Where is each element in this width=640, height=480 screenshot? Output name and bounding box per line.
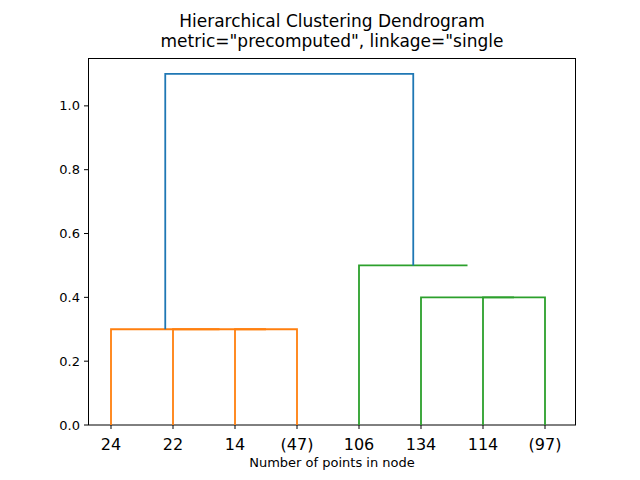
y-tick-label: 1.0 [59, 98, 80, 113]
x-axis-label: Number of points in node [88, 455, 576, 470]
dendrogram-link [173, 329, 266, 425]
y-tick-label: 0.2 [59, 354, 80, 369]
matplotlib-figure: Hierarchical Clustering Dendrogram metri… [0, 0, 640, 480]
leaf-labels: 24 22 14 (47) 106 134 114 (97) [101, 435, 562, 454]
leaf-label: 22 [163, 435, 183, 454]
leaf-label: (47) [281, 435, 314, 454]
dendrogram-links [111, 74, 545, 425]
dendrogram-link [235, 329, 297, 425]
leaf-label: 134 [406, 435, 437, 454]
axes-border [89, 59, 576, 426]
dendrogram-link [483, 297, 545, 425]
y-tick-label: 0.8 [59, 162, 80, 177]
dendrogram-link [111, 329, 220, 425]
leaf-label: 114 [468, 435, 499, 454]
dendrogram-link [421, 297, 514, 425]
leaf-label: 24 [101, 435, 121, 454]
y-tick-label: 0.0 [59, 418, 80, 433]
leaf-label: 14 [225, 435, 245, 454]
leaf-label: (97) [529, 435, 562, 454]
leaf-label: 106 [344, 435, 375, 454]
y-tick-label: 0.6 [59, 226, 80, 241]
dendrogram-link [165, 74, 413, 329]
y-axis-ticks: 0.0 0.2 0.4 0.6 0.8 1.0 [59, 98, 88, 432]
dendrogram-link [359, 265, 468, 425]
dendrogram-plot: 0.0 0.2 0.4 0.6 0.8 1.0 24 22 14 (47) 106 134 114 (9… [0, 0, 640, 480]
y-tick-label: 0.4 [59, 290, 80, 305]
x-axis-ticks [111, 425, 545, 429]
